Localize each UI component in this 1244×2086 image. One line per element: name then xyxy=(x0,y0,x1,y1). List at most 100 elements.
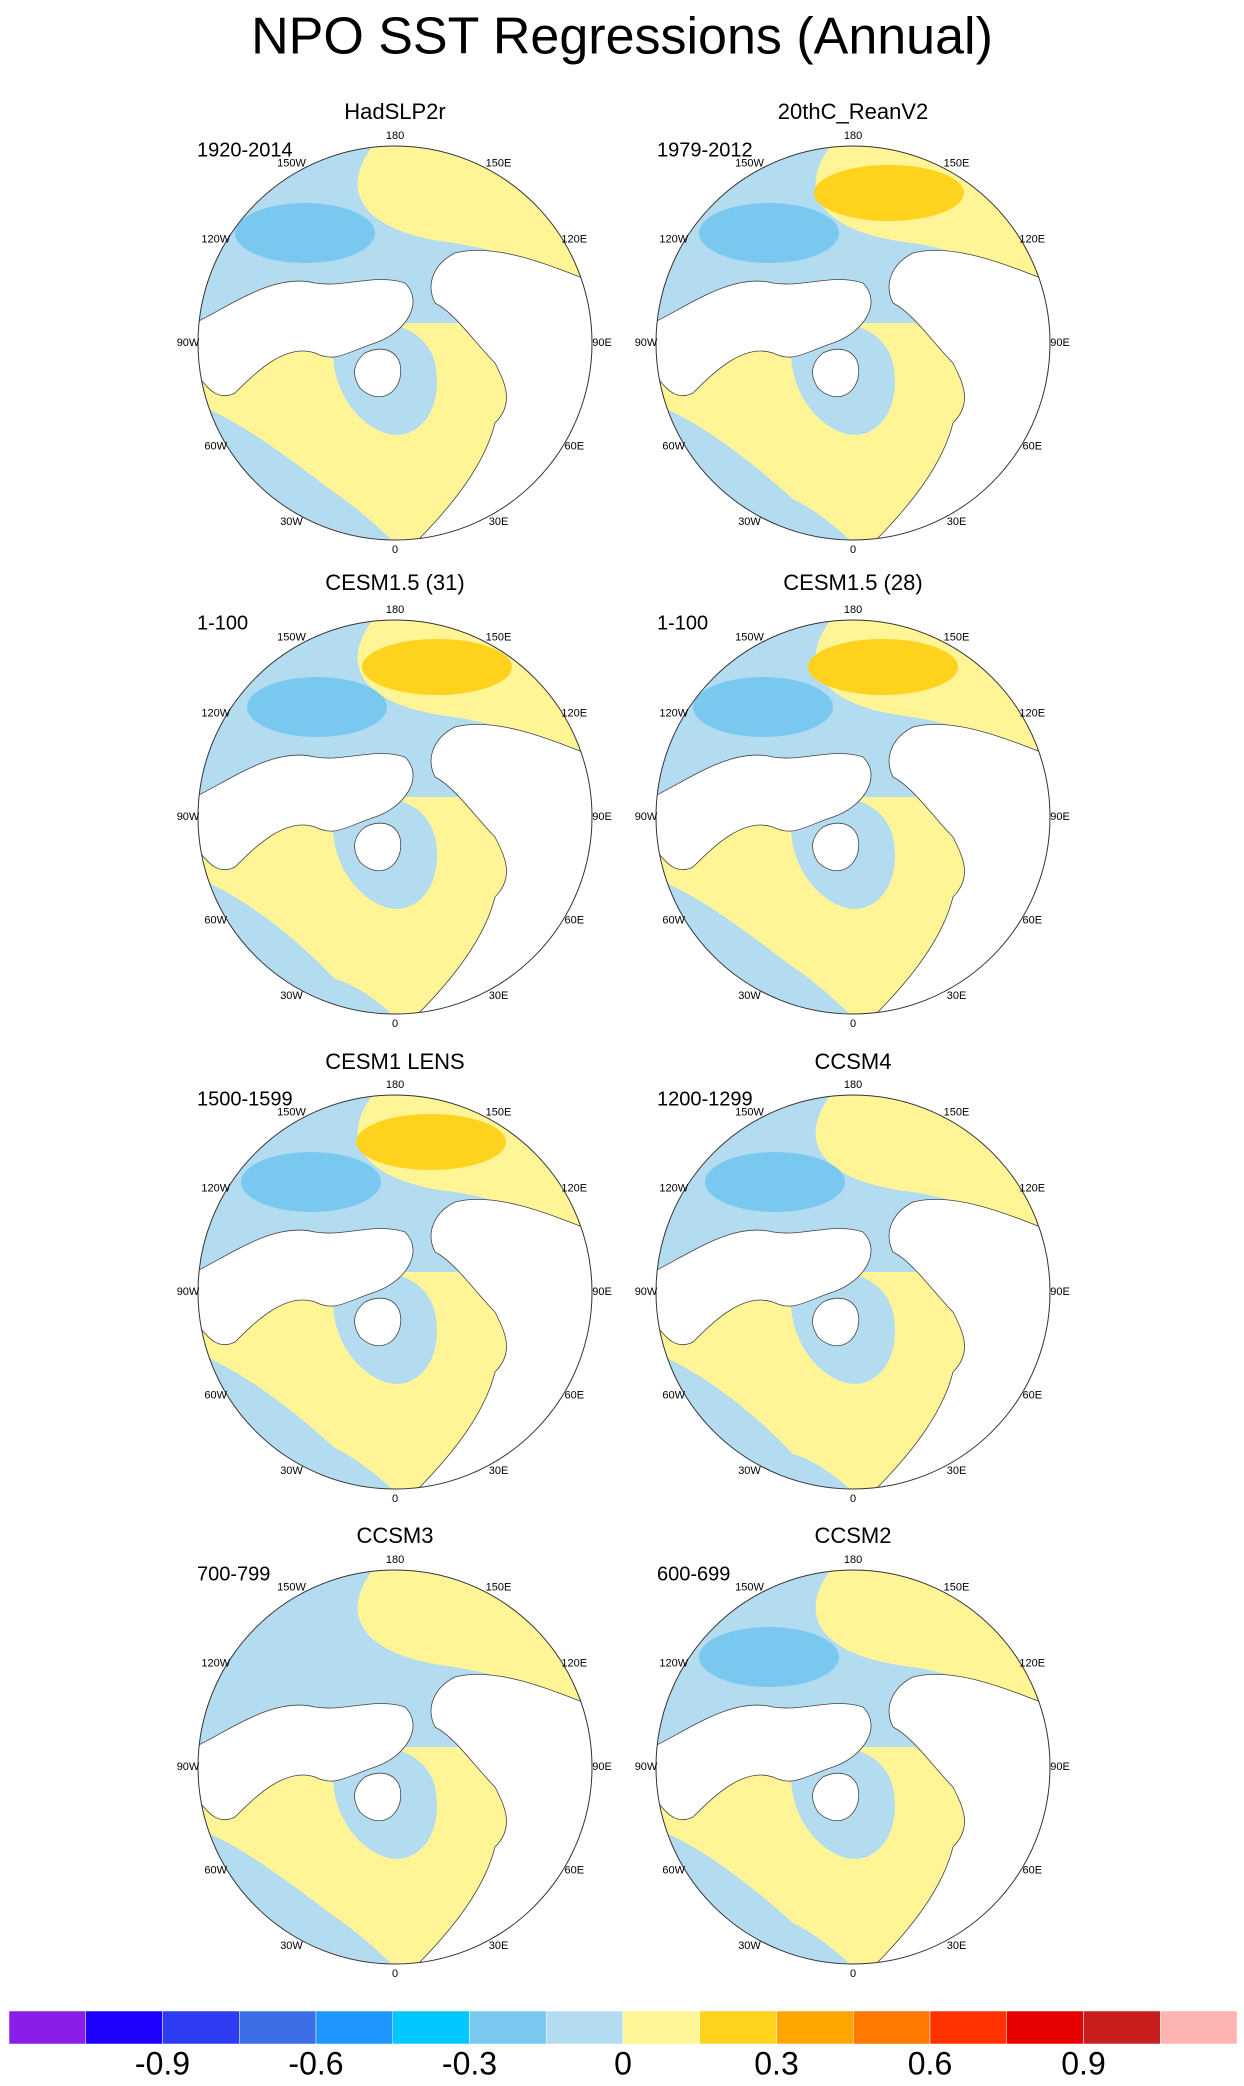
polar-map: 180 150E 120E 90E 60E 30E 0 30W 60W 90W 120W 150W xyxy=(635,1079,1070,1505)
map-border xyxy=(197,1094,593,1490)
longitude-label: 60E xyxy=(1022,1389,1042,1401)
land xyxy=(198,1228,414,1345)
negative-core xyxy=(247,677,387,737)
panel-period: 1200-1299 xyxy=(657,1088,753,1110)
map-border xyxy=(655,1569,1051,1965)
longitude-label: 150E xyxy=(486,632,512,644)
colorbar-label: 0.3 xyxy=(754,2045,798,2081)
longitude-label: 30E xyxy=(489,516,509,528)
land xyxy=(354,1772,402,1822)
longitude-label: 0 xyxy=(392,1968,398,1980)
longitude-label: 90E xyxy=(592,337,612,349)
longitude-label: 30W xyxy=(280,516,303,528)
longitude-label: 0 xyxy=(850,1018,856,1030)
land xyxy=(354,1297,402,1347)
map-border xyxy=(655,145,1051,541)
longitude-label: 180 xyxy=(386,1079,404,1091)
colorbar-label: 0 xyxy=(614,2045,632,2081)
longitude-label: 60W xyxy=(662,440,685,452)
longitude-label: 90W xyxy=(635,1761,658,1773)
longitude-label: 120W xyxy=(201,233,230,245)
longitude-label: 30W xyxy=(738,1465,761,1477)
panel-period: 1-100 xyxy=(657,612,708,634)
longitude-label: 150W xyxy=(277,632,306,644)
longitude-label: 120E xyxy=(561,1182,587,1194)
longitude-label: 0 xyxy=(850,1968,856,1980)
land xyxy=(812,1772,860,1822)
map-border xyxy=(197,619,593,1015)
longitude-label: 0 xyxy=(392,1018,398,1030)
polar-map: 180 150E 120E 90E 60E 30E 0 30W 60W 90W 120W 150W xyxy=(177,604,612,1030)
longitude-label: 90E xyxy=(1050,1286,1070,1298)
longitude-label: 120W xyxy=(201,1657,230,1669)
longitude-label: 60E xyxy=(564,440,584,452)
land xyxy=(354,348,402,398)
land xyxy=(656,279,872,396)
longitude-label: 150W xyxy=(735,1107,764,1119)
longitude-label: 180 xyxy=(386,1554,404,1566)
colorbar-box xyxy=(392,2010,470,2045)
longitude-label: 60W xyxy=(204,1389,227,1401)
longitude-label: 150E xyxy=(944,1107,970,1119)
negative-core xyxy=(699,1627,839,1687)
longitude-label: 150E xyxy=(486,158,512,170)
land xyxy=(812,1297,860,1347)
longitude-label: 90W xyxy=(635,1286,658,1298)
panel-period: 1-100 xyxy=(197,612,248,634)
panel-title: 20thC_ReanV2 xyxy=(778,99,928,124)
longitude-label: 0 xyxy=(392,1493,398,1505)
colorbar-box xyxy=(1083,2010,1161,2045)
longitude-label: 150E xyxy=(486,1582,512,1594)
longitude-label: 60E xyxy=(564,1389,584,1401)
longitude-label: 30E xyxy=(947,516,967,528)
map-border xyxy=(655,619,1051,1015)
colorbar-label: -0.9 xyxy=(135,2045,190,2081)
panel-title: CCSM3 xyxy=(356,1523,433,1548)
positive-core xyxy=(808,639,958,695)
longitude-label: 30W xyxy=(738,1940,761,1952)
longitude-label: 180 xyxy=(844,1554,862,1566)
longitude-label: 150W xyxy=(277,1107,306,1119)
longitude-label: 30W xyxy=(280,1940,303,1952)
longitude-label: 30E xyxy=(489,1465,509,1477)
longitude-label: 30E xyxy=(947,1465,967,1477)
panel-period: 1979-2012 xyxy=(657,139,753,161)
longitude-label: 150E xyxy=(944,1582,970,1594)
longitude-label: 60W xyxy=(204,440,227,452)
colorbar-box xyxy=(699,2010,777,2045)
map-field xyxy=(656,1095,1050,1489)
land xyxy=(354,822,402,872)
longitude-label: 180 xyxy=(386,604,404,616)
map-border xyxy=(197,1569,593,1965)
longitude-label: 90W xyxy=(177,1286,200,1298)
panel-title: CESM1.5 (28) xyxy=(783,570,922,595)
longitude-label: 60W xyxy=(204,1864,227,1876)
longitude-label: 90E xyxy=(592,1286,612,1298)
longitude-label: 90E xyxy=(1050,811,1070,823)
land xyxy=(812,348,860,398)
positive-core xyxy=(362,639,512,695)
panel-period: 1920-2014 xyxy=(197,139,293,161)
panel-title: CESM1 LENS xyxy=(325,1049,464,1074)
polar-map: 180 150E 120E 90E 60E 30E 0 30W 60W 90W 120W 150W xyxy=(635,604,1070,1030)
longitude-label: 150W xyxy=(277,158,306,170)
land xyxy=(656,1703,872,1820)
longitude-label: 60E xyxy=(1022,914,1042,926)
colorbar-box xyxy=(546,2010,624,2045)
longitude-label: 90E xyxy=(592,1761,612,1773)
longitude-label: 0 xyxy=(850,1493,856,1505)
longitude-label: 60E xyxy=(1022,440,1042,452)
positive-core xyxy=(814,165,964,221)
colorbar-box xyxy=(1006,2010,1084,2045)
longitude-label: 30E xyxy=(489,990,509,1002)
longitude-label: 120E xyxy=(1019,233,1045,245)
longitude-label: 30W xyxy=(738,990,761,1002)
colorbar-box xyxy=(622,2010,700,2045)
colorbar-box xyxy=(776,2010,854,2045)
longitude-label: 30W xyxy=(280,1465,303,1477)
colorbar-box xyxy=(239,2010,317,2045)
land xyxy=(198,279,414,396)
longitude-label: 120E xyxy=(561,1657,587,1669)
land xyxy=(656,753,872,870)
